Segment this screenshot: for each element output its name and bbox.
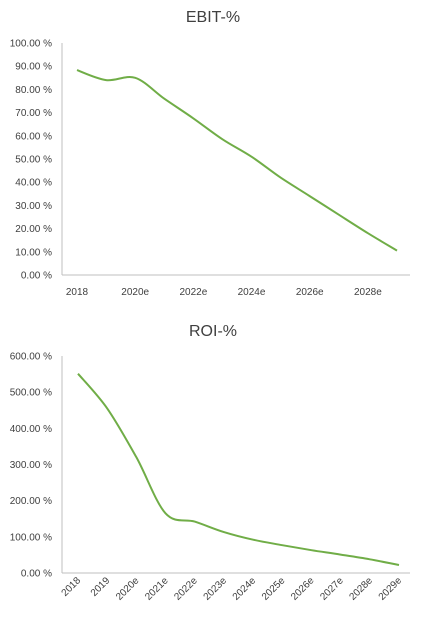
ebit-x-tick-label: 2024e (238, 287, 266, 298)
roi-x-tick-label: 2027e (318, 575, 346, 603)
ebit-y-tick-label: 70.00 % (15, 108, 52, 119)
roi-x-tick-label: 2029e (377, 575, 405, 603)
roi-x-tick-label: 2018 (60, 575, 84, 599)
roi-y-axis-ticks: 0.00 % 100.00 % 200.00 % 300.00 % 400.00 % 50… (10, 352, 52, 580)
roi-x-tick-label: 2026e (289, 575, 317, 603)
roi-y-tick-label: 500.00 % (10, 388, 52, 399)
roi-chart: ROI-% 0.00 % 100.00 % 200.00 % 300.00 % 400.… (10, 323, 410, 603)
ebit-y-tick-label: 10.00 % (15, 247, 52, 258)
ebit-y-tick-label: 40.00 % (15, 178, 52, 189)
ebit-y-tick-label: 20.00 % (15, 224, 52, 235)
roi-y-tick-label: 400.00 % (10, 424, 52, 435)
roi-x-tick-label: 2022e (172, 575, 200, 603)
ebit-x-axis-ticks: 2018 2020e 2022e 2024e 2026e 2028e (66, 287, 382, 298)
ebit-y-tick-label: 30.00 % (15, 201, 52, 212)
ebit-chart-title: EBIT-% (186, 9, 240, 26)
roi-y-tick-label: 0.00 % (21, 569, 52, 580)
ebit-y-tick-label: 0.00 % (21, 271, 52, 282)
roi-x-tick-label: 2021e (143, 575, 171, 603)
ebit-y-tick-label: 90.00 % (15, 62, 52, 73)
ebit-x-tick-label: 2020e (121, 287, 149, 298)
roi-x-tick-label: 2028e (347, 575, 375, 603)
roi-chart-title: ROI-% (189, 323, 237, 340)
ebit-y-tick-label: 80.00 % (15, 85, 52, 96)
ebit-y-tick-label: 60.00 % (15, 131, 52, 142)
ebit-x-tick-label: 2026e (296, 287, 324, 298)
roi-y-tick-label: 300.00 % (10, 460, 52, 471)
roi-x-tick-label: 2019 (89, 575, 113, 599)
roi-x-tick-label: 2024e (231, 575, 259, 603)
ebit-x-tick-label: 2022e (179, 287, 207, 298)
roi-y-tick-label: 600.00 % (10, 352, 52, 363)
ebit-chart: EBIT-% 0.00 % 10.00 % 20.00 % 30.00 % 40.00 … (10, 9, 410, 298)
ebit-y-axis-ticks: 0.00 % 10.00 % 20.00 % 30.00 % 40.00 % 50.00 … (10, 39, 52, 282)
ebit-y-tick-label: 100.00 % (10, 39, 52, 50)
roi-x-tick-label: 2025e (260, 575, 288, 603)
ebit-series-line (76, 69, 398, 252)
ebit-x-tick-label: 2028e (354, 287, 382, 298)
roi-series-line (77, 373, 400, 566)
roi-x-tick-label: 2020e (114, 575, 142, 603)
ebit-x-tick-label: 2018 (66, 287, 89, 298)
roi-x-axis-ticks: 2018 2019 2020e 2021e 2022e 2023e 2024e 2025e 20… (60, 575, 405, 603)
roi-y-tick-label: 200.00 % (10, 496, 52, 507)
roi-x-tick-label: 2023e (202, 575, 230, 603)
ebit-y-tick-label: 50.00 % (15, 155, 52, 166)
roi-y-tick-label: 100.00 % (10, 532, 52, 543)
